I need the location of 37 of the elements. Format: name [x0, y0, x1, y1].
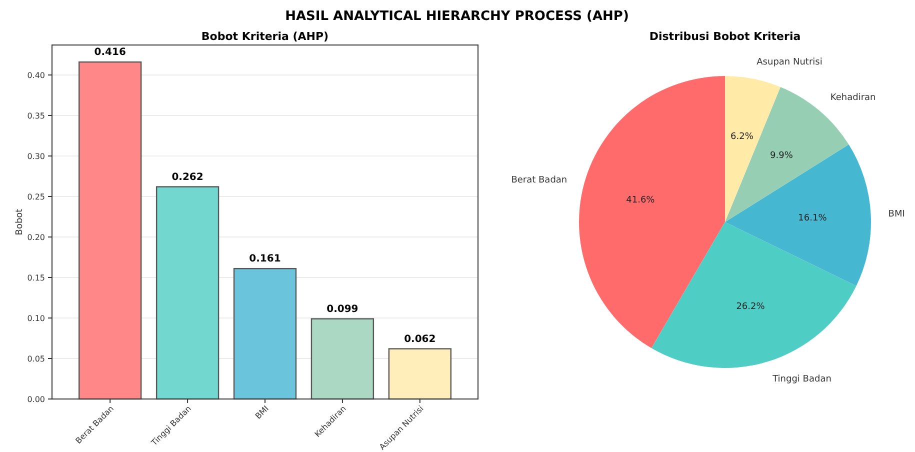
y-tick-label: 0.35: [27, 111, 45, 120]
chart-title: HASIL ANALYTICAL HIERARCHY PROCESS (AHP): [285, 9, 629, 24]
data-label: 41.6%: [626, 195, 656, 206]
data-label: 9.9%: [770, 151, 794, 162]
slice-label: Kehadiran: [830, 93, 876, 104]
pie-slice: [725, 144, 871, 286]
bar: [233, 268, 297, 400]
x-tick-label: BMI: [254, 404, 270, 421]
pie-slice: [579, 76, 725, 348]
bar: [156, 186, 220, 400]
y-tick-label: 0.25: [27, 192, 45, 202]
data-label: 0.416: [94, 47, 126, 58]
data-label: 0.099: [326, 304, 358, 315]
y-tick-label: 0.10: [27, 314, 45, 323]
data-label: 0.262: [172, 172, 204, 183]
y-axis-title: Bobot: [15, 208, 25, 236]
data-label: 6.2%: [730, 132, 754, 142]
data-label: 26.2%: [736, 302, 766, 312]
data-label: 16.1%: [798, 213, 828, 224]
y-tick-label: 0.05: [27, 354, 45, 364]
data-label: 0.161: [249, 254, 281, 265]
slice-label: Berat Badan: [511, 175, 568, 186]
bar: [310, 318, 374, 400]
chart-title: Distribusi Bobot Kriteria: [649, 30, 801, 43]
y-tick-label: 0.15: [27, 273, 45, 282]
y-tick-label: 0.30: [27, 152, 45, 161]
y-tick-label: 0.00: [27, 394, 45, 404]
slice-label: Tinggi Badan: [772, 374, 832, 385]
bar: [388, 348, 452, 400]
chart-subtitle: Bobot Kriteria (AHP): [201, 30, 329, 43]
data-label: 0.062: [404, 334, 436, 345]
y-tick-label: 0.40: [27, 70, 45, 80]
bar: [78, 61, 142, 400]
slice-label: BMI: [888, 209, 905, 220]
slice-label: Asupan Nutrisi: [756, 58, 822, 68]
y-tick-label: 0.20: [27, 232, 45, 242]
pie-slice: [651, 222, 856, 368]
